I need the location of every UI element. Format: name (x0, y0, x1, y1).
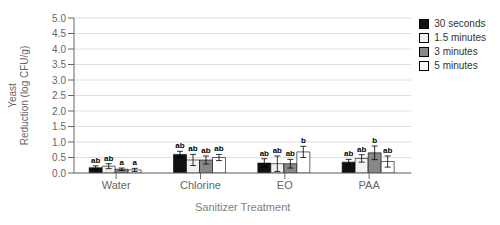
svg-text:3.0: 3.0 (52, 75, 66, 86)
html-text:1.5 minutes: 1.5 minutes (434, 32, 486, 43)
svg-text:b: b (301, 136, 306, 145)
svg-text:ab: ab (260, 149, 269, 158)
svg-text:1.5: 1.5 (52, 121, 66, 132)
svg-text:ab: ab (273, 146, 282, 155)
svg-text:Sanitizer Treatment: Sanitizer Treatment (195, 201, 290, 213)
svg-text:ab: ab (91, 156, 100, 165)
svg-text:ab: ab (201, 146, 210, 155)
svg-text:ab: ab (383, 146, 392, 155)
svg-text:Chlorine: Chlorine (180, 179, 221, 191)
svg-text:0.0: 0.0 (52, 168, 66, 179)
svg-text:3.5: 3.5 (52, 59, 66, 70)
svg-text:2.0: 2.0 (52, 106, 66, 117)
svg-text:5.0: 5.0 (52, 13, 66, 24)
svg-text:ab: ab (214, 144, 223, 153)
svg-text:ab: ab (175, 141, 184, 150)
svg-text:a: a (119, 158, 124, 167)
svg-text:PAA: PAA (359, 179, 381, 191)
html-text:3 minutes: 3 minutes (434, 46, 478, 57)
svg-text:4.5: 4.5 (52, 28, 66, 39)
svg-text:ab: ab (286, 149, 295, 158)
svg-text:Water: Water (102, 179, 131, 191)
svg-text:2.5: 2.5 (52, 90, 66, 101)
svg-text:a: a (132, 158, 137, 167)
svg-text:b: b (372, 136, 377, 145)
svg-text:4.0: 4.0 (52, 44, 66, 55)
html-text:5 minutes: 5 minutes (434, 60, 478, 71)
svg-text:0.5: 0.5 (52, 152, 66, 163)
svg-text:EO: EO (277, 179, 293, 191)
svg-text:ab: ab (344, 149, 353, 158)
html-text:30 seconds: 30 seconds (434, 18, 486, 29)
svg-text:ab: ab (188, 144, 197, 153)
svg-text:1.0: 1.0 (52, 137, 66, 148)
svg-text:ab: ab (357, 145, 366, 154)
svg-text:YeastReduction (log CFU/g): YeastReduction (log CFU/g) (8, 46, 30, 145)
svg-text:ab: ab (104, 154, 113, 163)
